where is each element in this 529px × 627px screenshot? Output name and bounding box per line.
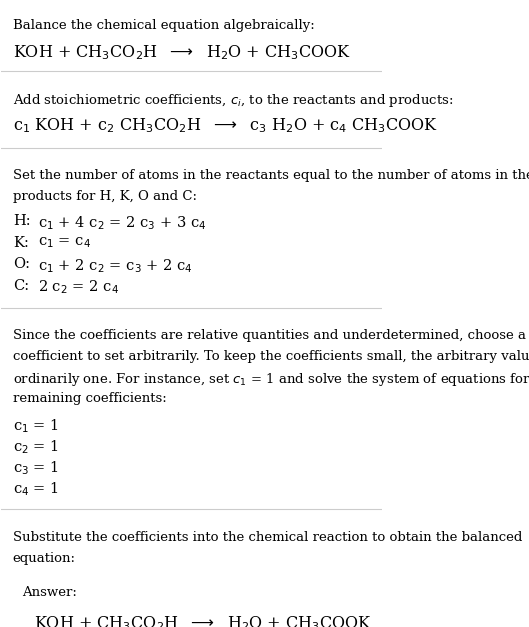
Text: c$_1$ + 4 c$_2$ = 2 c$_3$ + 3 c$_4$: c$_1$ + 4 c$_2$ = 2 c$_3$ + 3 c$_4$ bbox=[38, 214, 206, 232]
Text: c$_2$ = 1: c$_2$ = 1 bbox=[13, 438, 59, 456]
Text: C:: C: bbox=[13, 278, 29, 293]
Text: remaining coefficients:: remaining coefficients: bbox=[13, 392, 167, 405]
FancyBboxPatch shape bbox=[8, 572, 246, 627]
Text: c$_3$ = 1: c$_3$ = 1 bbox=[13, 459, 59, 477]
Text: ordinarily one. For instance, set $c_1$ = 1 and solve the system of equations fo: ordinarily one. For instance, set $c_1$ … bbox=[13, 371, 529, 388]
Text: products for H, K, O and C:: products for H, K, O and C: bbox=[13, 190, 197, 203]
Text: KOH + CH$_3$CO$_2$H  $\longrightarrow$  H$_2$O + CH$_3$COOK: KOH + CH$_3$CO$_2$H $\longrightarrow$ H$… bbox=[13, 44, 351, 63]
Text: Set the number of atoms in the reactants equal to the number of atoms in the: Set the number of atoms in the reactants… bbox=[13, 169, 529, 182]
Text: c$_1$ + 2 c$_2$ = c$_3$ + 2 c$_4$: c$_1$ + 2 c$_2$ = c$_3$ + 2 c$_4$ bbox=[38, 257, 193, 275]
Text: equation:: equation: bbox=[13, 552, 76, 565]
Text: K:: K: bbox=[13, 236, 29, 250]
Text: c$_1$ = 1: c$_1$ = 1 bbox=[13, 418, 59, 435]
Text: KOH + CH$_3$CO$_2$H  $\longrightarrow$  H$_2$O + CH$_3$COOK: KOH + CH$_3$CO$_2$H $\longrightarrow$ H$… bbox=[34, 614, 372, 627]
Text: H:: H: bbox=[13, 214, 31, 228]
Text: c$_1$ KOH + c$_2$ CH$_3$CO$_2$H  $\longrightarrow$  c$_3$ H$_2$O + c$_4$ CH$_3$C: c$_1$ KOH + c$_2$ CH$_3$CO$_2$H $\longri… bbox=[13, 117, 438, 135]
Text: Substitute the coefficients into the chemical reaction to obtain the balanced: Substitute the coefficients into the che… bbox=[13, 531, 522, 544]
Text: Add stoichiometric coefficients, $c_i$, to the reactants and products:: Add stoichiometric coefficients, $c_i$, … bbox=[13, 92, 453, 109]
Text: Answer:: Answer: bbox=[22, 586, 77, 599]
Text: coefficient to set arbitrarily. To keep the coefficients small, the arbitrary va: coefficient to set arbitrarily. To keep … bbox=[13, 350, 529, 363]
Text: Balance the chemical equation algebraically:: Balance the chemical equation algebraica… bbox=[13, 19, 315, 33]
Text: 2 c$_2$ = 2 c$_4$: 2 c$_2$ = 2 c$_4$ bbox=[38, 278, 118, 296]
Text: c$_1$ = c$_4$: c$_1$ = c$_4$ bbox=[38, 236, 90, 250]
Text: O:: O: bbox=[13, 257, 30, 271]
Text: c$_4$ = 1: c$_4$ = 1 bbox=[13, 480, 59, 498]
Text: Since the coefficients are relative quantities and underdetermined, choose a: Since the coefficients are relative quan… bbox=[13, 329, 526, 342]
